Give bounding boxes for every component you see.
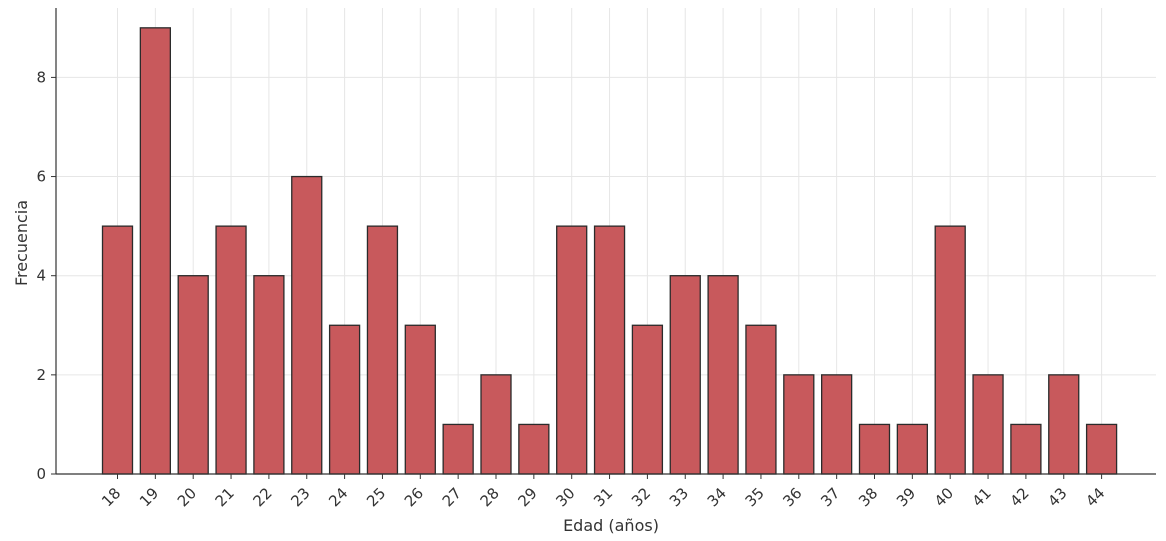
bar-35: [745, 324, 777, 475]
bar-40: [934, 225, 966, 475]
x-tick-label: 30: [552, 484, 578, 510]
bar-32: [631, 324, 664, 475]
x-tick-label: 32: [628, 484, 654, 510]
y-ticks: 0 2 4 6 8: [36, 68, 56, 483]
x-tick-label: 28: [477, 484, 503, 510]
bar-24: [328, 324, 361, 475]
x-tick-label: 42: [1006, 484, 1032, 510]
bar-18: [101, 225, 134, 475]
x-tick-label: 44: [1082, 484, 1108, 510]
bar-26: [404, 324, 436, 475]
bar-44: [1085, 423, 1118, 475]
axes: [55, 8, 1156, 475]
bar-25: [366, 225, 399, 475]
x-tick-label: 34: [704, 484, 730, 510]
bar-33: [669, 275, 701, 475]
x-tick-label: 18: [98, 484, 124, 510]
y-tick-label: 6: [36, 168, 46, 186]
x-tick-label: 19: [136, 484, 162, 510]
bar-19: [139, 27, 172, 475]
x-tick-label: 39: [893, 484, 919, 510]
bar-23: [291, 175, 323, 475]
bar-30: [556, 225, 588, 475]
bar-39: [896, 423, 928, 475]
x-tick-label: 20: [174, 484, 200, 510]
bar-21: [215, 225, 247, 475]
y-tick-label: 4: [36, 267, 46, 285]
bar-29: [518, 423, 550, 475]
y-axis-label: Frecuencia: [12, 200, 31, 286]
bar-38: [858, 423, 891, 475]
x-tick-label: 24: [325, 484, 351, 510]
bars: [101, 27, 1118, 475]
x-tick-label: 23: [287, 484, 313, 510]
x-tick-label: 26: [401, 484, 427, 510]
x-tick-label: 33: [666, 484, 692, 510]
bar-34: [707, 275, 739, 475]
y-tick-label: 0: [36, 465, 46, 483]
bar-42: [1010, 423, 1042, 475]
x-tick-label: 43: [1044, 484, 1070, 510]
bar-22: [253, 275, 285, 475]
x-tick-label: 31: [590, 484, 616, 510]
x-axis-label: Edad (años): [563, 516, 659, 535]
bar-20: [177, 275, 209, 475]
bar-36: [783, 374, 815, 475]
x-tick-label: 38: [855, 484, 881, 510]
x-tick-label: 22: [249, 484, 275, 510]
y-tick-label: 8: [36, 68, 46, 86]
x-tick-label: 36: [779, 484, 805, 510]
x-tick-label: 25: [363, 484, 389, 510]
bar-27: [442, 423, 474, 475]
x-ticks: 18 19 20 21 22 23 24 25 26 27 28 29 30 31 32 33 34 35 36 37…: [98, 474, 1108, 510]
x-tick-label: 40: [931, 484, 957, 510]
x-tick-label: 35: [742, 484, 768, 510]
x-tick-label: 37: [817, 484, 843, 510]
y-tick-label: 2: [36, 366, 46, 384]
x-tick-label: 21: [212, 484, 238, 510]
bar-43: [1048, 374, 1080, 475]
x-tick-label: 41: [969, 484, 995, 510]
bar-31: [593, 225, 626, 475]
bar-41: [972, 374, 1004, 475]
x-tick-label: 27: [439, 484, 465, 510]
x-tick-label: 29: [514, 484, 540, 510]
bar-37: [821, 374, 853, 475]
bar-28: [480, 374, 512, 475]
